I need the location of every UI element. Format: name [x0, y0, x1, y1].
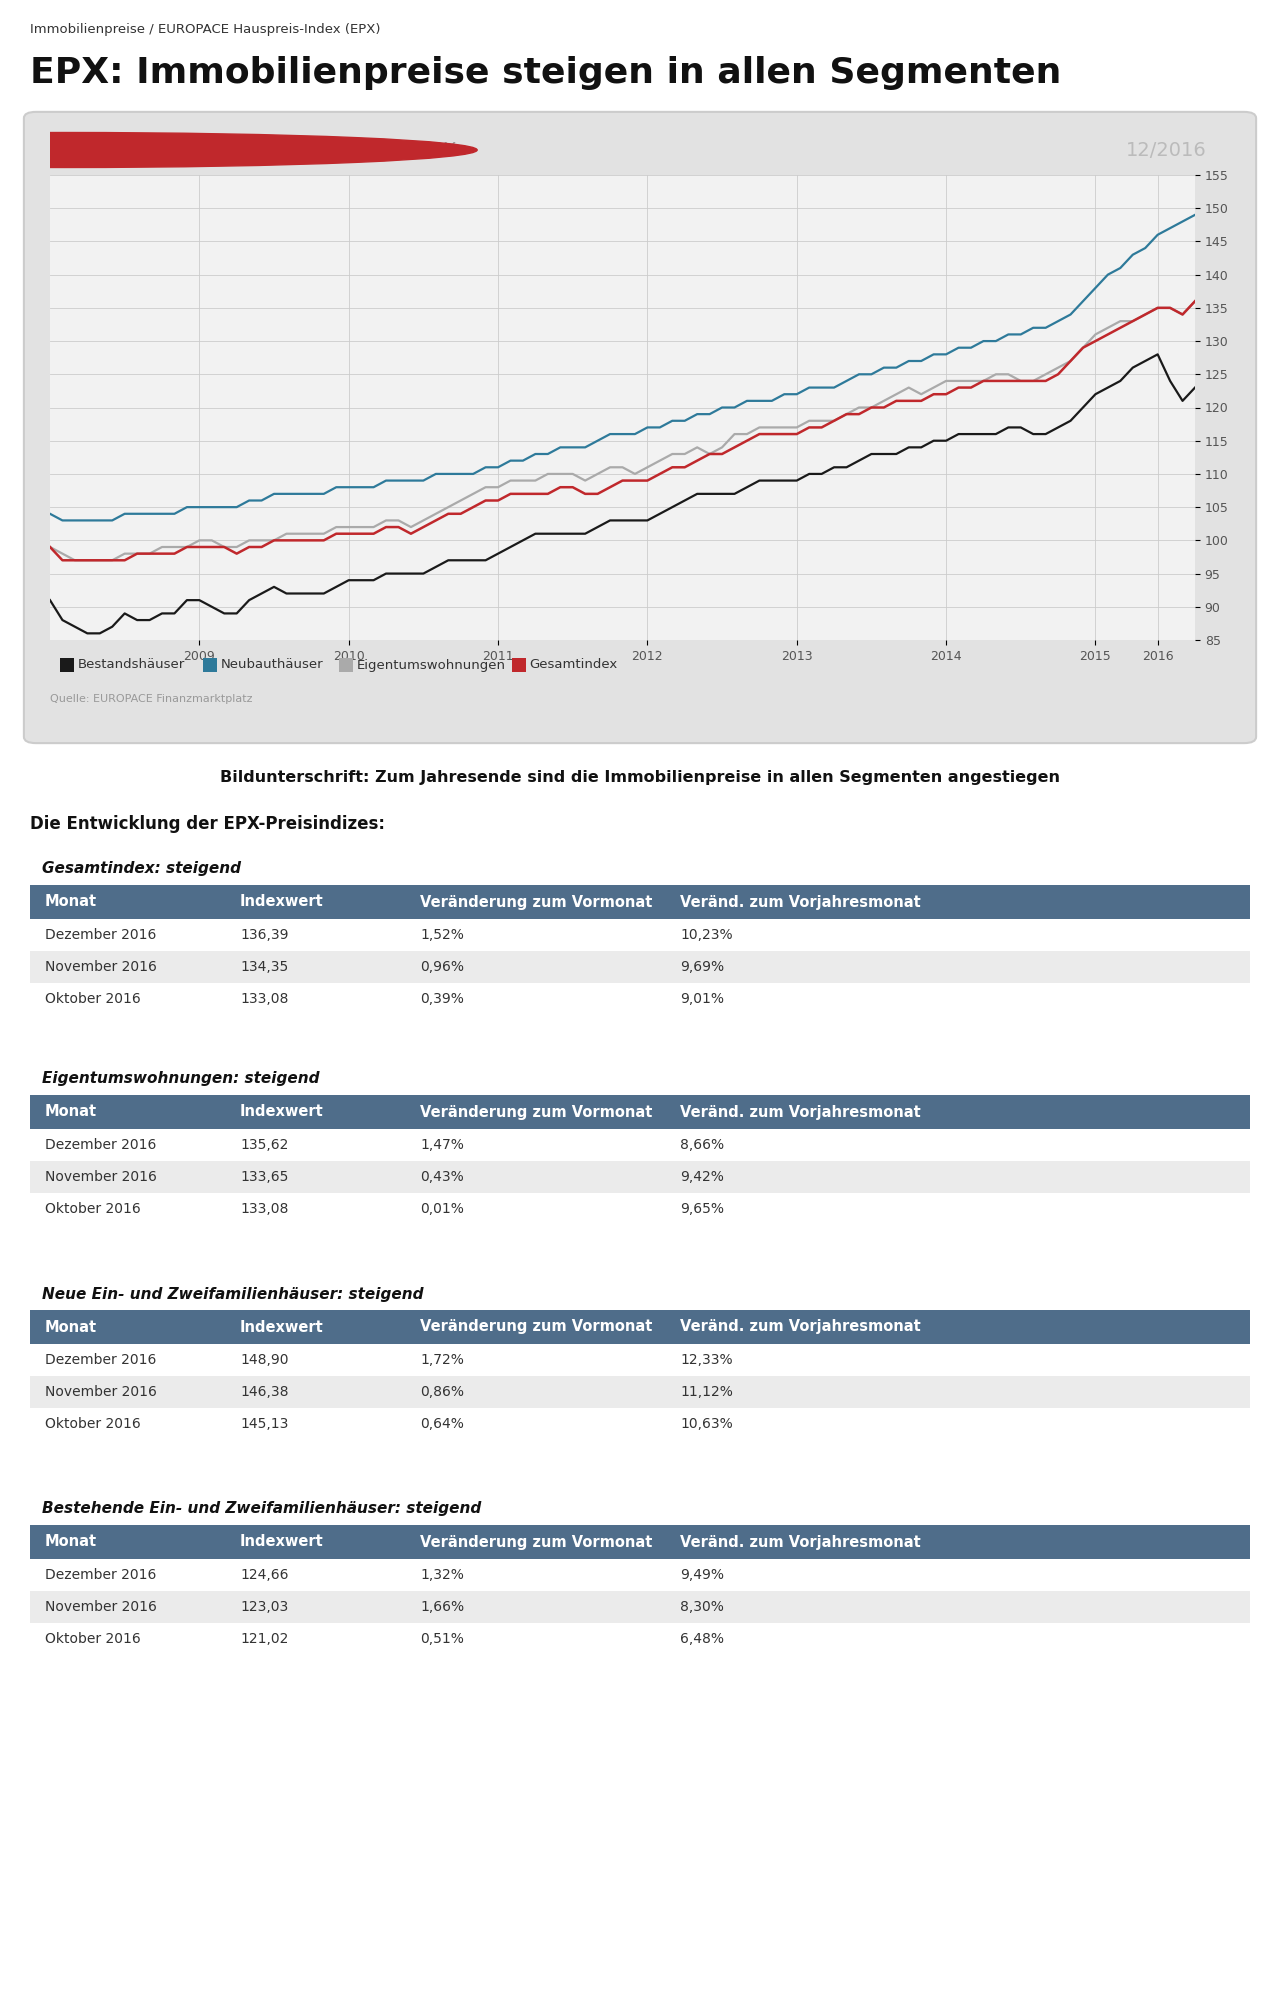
- Text: Veränd. zum Vorjahresmonat: Veränd. zum Vorjahresmonat: [680, 1319, 920, 1335]
- Text: 9,49%: 9,49%: [680, 1567, 724, 1581]
- Text: 136,39: 136,39: [241, 928, 288, 942]
- Text: 11,12%: 11,12%: [680, 1385, 733, 1399]
- Text: 0,39%: 0,39%: [420, 992, 463, 1006]
- Text: Dezember 2016: Dezember 2016: [45, 1353, 156, 1367]
- Text: Dezember 2016: Dezember 2016: [45, 928, 156, 942]
- Text: November 2016: November 2016: [45, 960, 157, 974]
- Text: Bildunterschrift: Zum Jahresende sind die Immobilienpreise in allen Segmenten an: Bildunterschrift: Zum Jahresende sind di…: [220, 770, 1060, 786]
- Text: Veränderung zum Vormonat: Veränderung zum Vormonat: [420, 1104, 653, 1120]
- Text: EUROPACE: EUROPACE: [83, 140, 207, 160]
- Text: 12/2016: 12/2016: [1125, 140, 1207, 160]
- Text: Indexwert: Indexwert: [241, 894, 324, 910]
- Text: Neue Ein- und Zweifamilienhäuser: steigend: Neue Ein- und Zweifamilienhäuser: steige…: [42, 1287, 424, 1301]
- Text: Neubauthäuser: Neubauthäuser: [221, 659, 324, 671]
- Text: 1,72%: 1,72%: [420, 1353, 463, 1367]
- Text: 9,01%: 9,01%: [680, 992, 724, 1006]
- Text: Bestehende Ein- und Zweifamilienhäuser: steigend: Bestehende Ein- und Zweifamilienhäuser: …: [42, 1501, 481, 1517]
- Text: 133,08: 133,08: [241, 1202, 288, 1216]
- Text: Indexwert: Indexwert: [241, 1535, 324, 1549]
- Text: 12,33%: 12,33%: [680, 1353, 732, 1367]
- Text: 124,66: 124,66: [241, 1567, 288, 1581]
- Text: 0,43%: 0,43%: [420, 1170, 463, 1184]
- Text: 1,32%: 1,32%: [420, 1567, 463, 1581]
- Text: Eigentumswohnungen: Eigentumswohnungen: [357, 659, 506, 671]
- Text: 1,66%: 1,66%: [420, 1599, 465, 1613]
- Text: Bestandshäuser: Bestandshäuser: [78, 659, 186, 671]
- Bar: [60, 657, 74, 671]
- Text: Dezember 2016: Dezember 2016: [45, 1138, 156, 1152]
- Text: 0,96%: 0,96%: [420, 960, 465, 974]
- Text: 146,38: 146,38: [241, 1385, 288, 1399]
- Text: Veränderung zum Vormonat: Veränderung zum Vormonat: [420, 894, 653, 910]
- Text: Monat: Monat: [45, 894, 97, 910]
- Text: 0,64%: 0,64%: [420, 1417, 463, 1431]
- Text: Indexwert: Indexwert: [241, 1104, 324, 1120]
- Text: Gesamtindex: Gesamtindex: [530, 659, 618, 671]
- Text: 10,23%: 10,23%: [680, 928, 732, 942]
- Text: 0,01%: 0,01%: [420, 1202, 463, 1216]
- Text: 9,42%: 9,42%: [680, 1170, 724, 1184]
- Text: 1,52%: 1,52%: [420, 928, 463, 942]
- Text: Veränderung zum Vormonat: Veränderung zum Vormonat: [420, 1319, 653, 1335]
- Text: 6,48%: 6,48%: [680, 1631, 724, 1645]
- Text: 1,47%: 1,47%: [420, 1138, 463, 1152]
- Text: 148,90: 148,90: [241, 1353, 288, 1367]
- Text: 9,69%: 9,69%: [680, 960, 724, 974]
- Text: Veränd. zum Vorjahresmonat: Veränd. zum Vorjahresmonat: [680, 1104, 920, 1120]
- Text: Quelle: EUROPACE Finanzmarktplatz: Quelle: EUROPACE Finanzmarktplatz: [50, 693, 252, 703]
- Text: November 2016: November 2016: [45, 1170, 157, 1184]
- Text: 133,08: 133,08: [241, 992, 288, 1006]
- Text: 135,62: 135,62: [241, 1138, 288, 1152]
- Text: Veränd. zum Vorjahresmonat: Veränd. zum Vorjahresmonat: [680, 894, 920, 910]
- Text: Gesamtindex: steigend: Gesamtindex: steigend: [42, 862, 241, 876]
- Text: Veränderung zum Vormonat: Veränderung zum Vormonat: [420, 1535, 653, 1549]
- Text: Indexwert: Indexwert: [241, 1319, 324, 1335]
- Text: Die Entwicklung der EPX-Preisindizes:: Die Entwicklung der EPX-Preisindizes:: [29, 816, 385, 834]
- Text: Dezember 2016: Dezember 2016: [45, 1567, 156, 1581]
- Text: 9,65%: 9,65%: [680, 1202, 724, 1216]
- Text: 134,35: 134,35: [241, 960, 288, 974]
- Bar: [512, 657, 526, 671]
- Text: November 2016: November 2016: [45, 1599, 157, 1613]
- Bar: [338, 657, 352, 671]
- Circle shape: [0, 132, 477, 168]
- Text: Monat: Monat: [45, 1535, 97, 1549]
- Text: Hauspreis-Index EPX: Hauspreis-Index EPX: [256, 140, 457, 160]
- Text: 10,63%: 10,63%: [680, 1417, 732, 1431]
- Text: 145,13: 145,13: [241, 1417, 288, 1431]
- Text: Oktober 2016: Oktober 2016: [45, 1202, 141, 1216]
- Text: Oktober 2016: Oktober 2016: [45, 1631, 141, 1645]
- Text: November 2016: November 2016: [45, 1385, 157, 1399]
- Text: Monat: Monat: [45, 1319, 97, 1335]
- FancyBboxPatch shape: [24, 112, 1256, 743]
- Text: 133,65: 133,65: [241, 1170, 288, 1184]
- Text: Monat: Monat: [45, 1104, 97, 1120]
- Text: 0,51%: 0,51%: [420, 1631, 463, 1645]
- Text: 8,30%: 8,30%: [680, 1599, 724, 1613]
- Bar: [204, 657, 218, 671]
- Text: Immobilienpreise / EUROPACE Hauspreis-Index (EPX): Immobilienpreise / EUROPACE Hauspreis-In…: [29, 22, 380, 36]
- Text: 123,03: 123,03: [241, 1599, 288, 1613]
- Text: EPX: Immobilienpreise steigen in allen Segmenten: EPX: Immobilienpreise steigen in allen S…: [29, 56, 1061, 90]
- Text: Veränd. zum Vorjahresmonat: Veränd. zum Vorjahresmonat: [680, 1535, 920, 1549]
- Text: 8,66%: 8,66%: [680, 1138, 724, 1152]
- Text: Oktober 2016: Oktober 2016: [45, 992, 141, 1006]
- Text: Oktober 2016: Oktober 2016: [45, 1417, 141, 1431]
- Text: Eigentumswohnungen: steigend: Eigentumswohnungen: steigend: [42, 1072, 320, 1086]
- Text: 0,86%: 0,86%: [420, 1385, 465, 1399]
- Text: 121,02: 121,02: [241, 1631, 288, 1645]
